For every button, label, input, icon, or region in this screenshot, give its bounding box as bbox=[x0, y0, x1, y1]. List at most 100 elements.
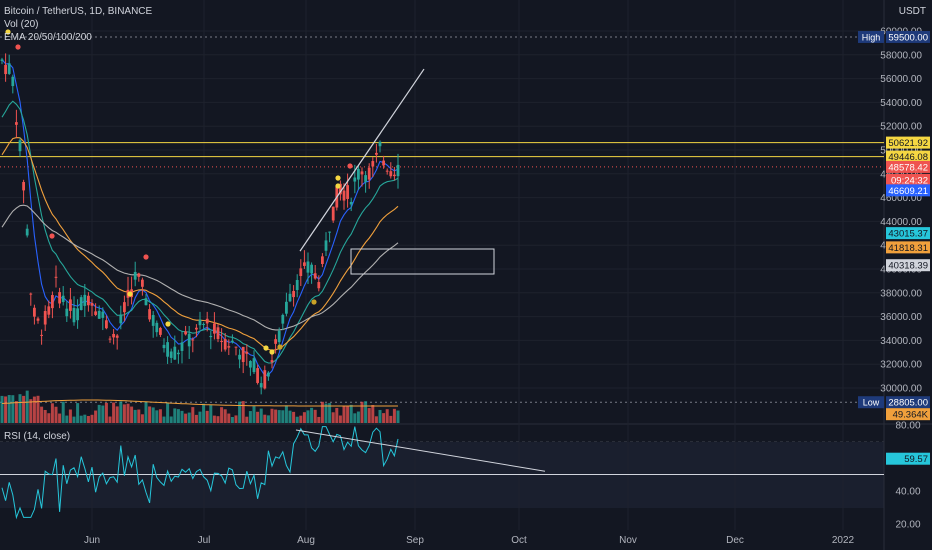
volume-bar bbox=[367, 408, 371, 423]
volume-bar bbox=[392, 408, 396, 423]
volume-bar bbox=[320, 401, 324, 423]
candle-body bbox=[223, 339, 227, 350]
candle-body bbox=[220, 340, 223, 342]
candle-body bbox=[43, 311, 47, 325]
volume-bar bbox=[133, 409, 137, 423]
signal-marker bbox=[127, 291, 133, 297]
candle-body bbox=[47, 306, 51, 315]
candle-body bbox=[162, 344, 166, 349]
candle-body bbox=[198, 319, 202, 326]
candle-body bbox=[295, 280, 299, 291]
price-label-box bbox=[886, 184, 930, 197]
price-label-value: 43015.37 bbox=[888, 229, 928, 240]
volume-bar bbox=[346, 405, 350, 423]
price-label: 41818.31 bbox=[886, 241, 930, 254]
candle-body bbox=[133, 271, 137, 280]
volume-bar bbox=[97, 404, 101, 423]
candle-body bbox=[180, 342, 184, 351]
volume-bar bbox=[137, 409, 141, 423]
candle-body bbox=[389, 171, 393, 177]
volume-bar bbox=[209, 404, 213, 423]
volume-bar bbox=[162, 416, 166, 423]
candle-body bbox=[234, 346, 238, 348]
signal-marker bbox=[335, 183, 341, 189]
price-label-box bbox=[886, 136, 930, 149]
volume-bar bbox=[331, 412, 335, 423]
signal-marker bbox=[15, 44, 21, 50]
candle-body bbox=[306, 261, 310, 273]
candle-body bbox=[216, 327, 220, 339]
candle-body bbox=[324, 240, 328, 251]
volume-bar bbox=[54, 406, 58, 423]
candle-body bbox=[173, 346, 177, 360]
price-axis[interactable]: 30000.00 32000.00 34000.00 36000.00 38000.00… bbox=[858, 27, 930, 421]
volume-bar bbox=[32, 396, 36, 423]
trendline-up bbox=[299, 68, 425, 252]
candle-body bbox=[360, 171, 364, 175]
price-label-tag bbox=[858, 396, 884, 409]
volume-bar bbox=[29, 399, 33, 423]
rsi-pane: 20.00 40.00 80.00 59.57 bbox=[0, 421, 930, 531]
price-label: Low 28805.00 bbox=[858, 396, 930, 409]
candle-body bbox=[87, 295, 90, 306]
candle-body bbox=[148, 309, 151, 320]
drawings bbox=[5, 29, 495, 355]
candle-body bbox=[25, 228, 29, 236]
candle-body bbox=[195, 327, 198, 330]
volume-bar bbox=[151, 407, 155, 423]
candle-body bbox=[288, 293, 292, 302]
volume-bar bbox=[349, 404, 353, 423]
candle-body bbox=[79, 297, 83, 311]
volume-bar bbox=[25, 390, 29, 423]
candle-body bbox=[371, 161, 375, 167]
candle-body bbox=[151, 315, 155, 326]
volume-bar bbox=[342, 405, 346, 423]
symbol-title[interactable]: Bitcoin / TetherUS, 1D, BINANCE bbox=[4, 6, 153, 17]
candle-body bbox=[346, 185, 349, 199]
candle-body bbox=[108, 338, 112, 340]
candle-body bbox=[331, 206, 335, 221]
candle-body bbox=[303, 262, 306, 266]
volume-bar bbox=[72, 416, 76, 423]
volume-bar bbox=[302, 412, 306, 423]
price-label: 49446.08 bbox=[886, 150, 930, 163]
candle-body bbox=[155, 322, 159, 333]
volume-bar bbox=[79, 415, 83, 423]
candle-body bbox=[328, 231, 331, 233]
currency-label[interactable]: USDT bbox=[898, 6, 926, 17]
rsi-tick-label: 40.00 bbox=[895, 487, 920, 498]
volume-ma-line bbox=[1, 399, 398, 407]
vol-legend[interactable]: Vol (20) bbox=[4, 19, 39, 30]
price-label-box bbox=[886, 259, 930, 272]
volume-bar bbox=[119, 401, 123, 423]
volume-bar bbox=[144, 401, 148, 423]
candle-body bbox=[342, 190, 346, 201]
rsi-tick-label: 80.00 bbox=[895, 421, 920, 432]
price-pane-bg bbox=[0, 0, 884, 424]
rsi-legend[interactable]: RSI (14, close) bbox=[4, 431, 71, 442]
candle-body bbox=[76, 308, 79, 321]
volume-bar bbox=[140, 414, 144, 423]
candle-body bbox=[40, 334, 43, 336]
signal-marker bbox=[335, 175, 341, 181]
volume-bar bbox=[0, 395, 4, 423]
candle-body bbox=[349, 201, 353, 205]
candle-body bbox=[166, 342, 169, 357]
candle-body bbox=[69, 299, 72, 311]
ema-legend[interactable]: EMA 20/50/100/200 bbox=[4, 32, 92, 43]
volume-bar bbox=[248, 411, 252, 423]
candle-body bbox=[321, 256, 324, 264]
candle-body bbox=[378, 141, 382, 147]
time-axis[interactable]: Jun Jul Aug Sep Oct Nov Dec 2022 bbox=[84, 535, 855, 546]
candle-body bbox=[141, 279, 144, 287]
volume-bar bbox=[259, 408, 263, 423]
price-label-value: 41818.31 bbox=[888, 243, 928, 254]
candle-body bbox=[227, 346, 231, 348]
volume-bar bbox=[22, 395, 26, 423]
x-tick-label: 2022 bbox=[832, 535, 855, 546]
candle-body bbox=[15, 122, 18, 125]
volume-bar bbox=[194, 414, 198, 423]
candle-body bbox=[209, 335, 213, 338]
price-label-box bbox=[886, 241, 930, 254]
